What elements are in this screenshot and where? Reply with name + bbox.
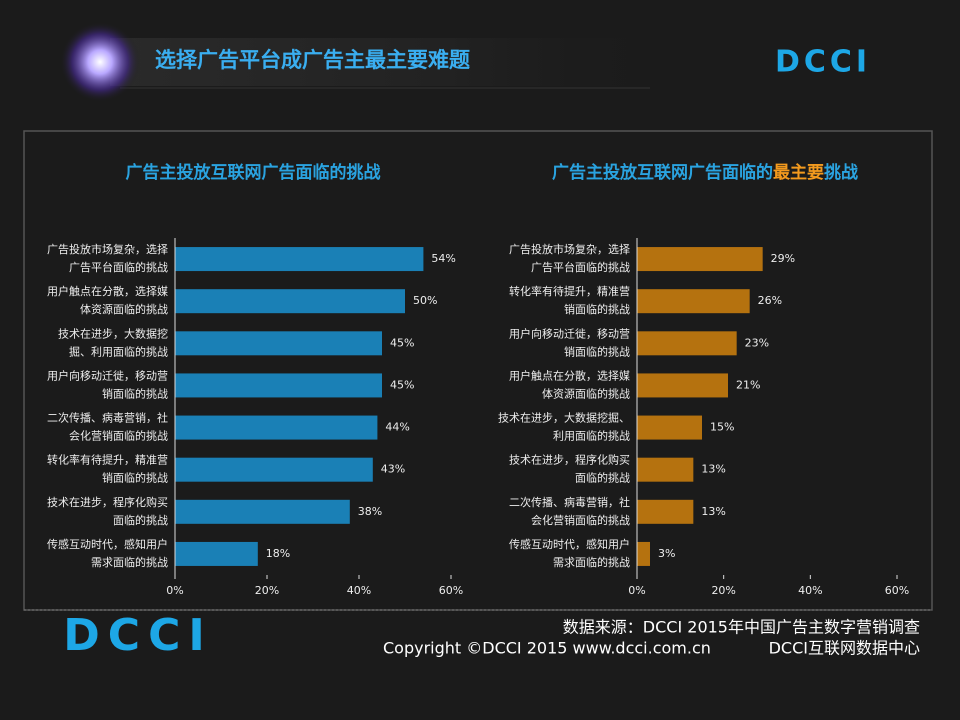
value-label: 44%: [385, 421, 409, 434]
category-label: 销面临的挑战: [102, 386, 168, 400]
category-label: 掘、利用面临的挑战: [69, 344, 168, 358]
category-label: 利用面临的挑战: [553, 429, 630, 443]
category-label: 需求面临的挑战: [553, 555, 630, 569]
category-label: 会化营销面临的挑战: [69, 429, 168, 443]
bar: [175, 541, 258, 566]
value-label: 45%: [390, 336, 414, 349]
category-label: 用户向移动迁徙，移动营: [509, 326, 630, 340]
bar: [637, 457, 694, 482]
category-label: 会化营销面临的挑战: [531, 513, 630, 527]
value-label: 26%: [758, 294, 782, 307]
category-label: 面临的挑战: [575, 471, 630, 485]
bar: [637, 541, 650, 566]
bar: [637, 499, 694, 524]
footer-logo: DCCI: [63, 610, 212, 661]
chart-title: 广告主投放互联网广告面临的挑战: [126, 162, 381, 183]
footer-source: 数据来源：DCCI 2015年中国广告主数字营销调查: [563, 618, 920, 637]
x-tick-label: 0%: [166, 584, 183, 597]
panel: [23, 130, 933, 611]
value-label: 15%: [710, 421, 734, 434]
bar: [175, 331, 382, 356]
x-tick-label: 0%: [628, 584, 645, 597]
bar: [175, 247, 424, 272]
chart-title-part: 广告主投放互联网广告面临的挑战: [126, 162, 381, 183]
header-title: 选择广告平台成广告主最主要难题: [155, 48, 471, 72]
chart-title-part: 广告主投放互联网广告面临的: [552, 162, 773, 183]
bar: [637, 373, 728, 398]
x-tick-label: 20%: [711, 584, 735, 597]
footer-copyright: Copyright ©DCCI 2015 www.dcci.com.cn: [383, 639, 711, 658]
category-label: 转化率有待提升，精准营: [509, 284, 630, 298]
value-label: 13%: [701, 505, 725, 518]
value-label: 43%: [381, 463, 405, 476]
category-label: 技术在进步，大数据挖: [58, 326, 168, 340]
chart-title-part: 最主要: [773, 162, 824, 183]
value-label: 23%: [745, 336, 769, 349]
header-band: [110, 38, 670, 86]
category-label: 技术在进步，大数据挖掘、: [498, 411, 630, 425]
category-label: 广告平台面临的挑战: [69, 260, 168, 274]
bar: [175, 499, 350, 524]
bar: [637, 289, 750, 314]
x-tick-label: 20%: [255, 584, 279, 597]
category-label: 广告平台面临的挑战: [531, 260, 630, 274]
x-tick-label: 60%: [439, 584, 463, 597]
category-label: 销面临的挑战: [102, 471, 168, 485]
bar: [637, 247, 763, 272]
bar: [637, 331, 737, 356]
category-label: 体资源面临的挑战: [542, 386, 630, 400]
chart-title-part: 挑战: [824, 162, 858, 183]
category-label: 广告投放市场复杂，选择: [509, 242, 630, 256]
bar: [175, 457, 373, 482]
category-label: 销面临的挑战: [564, 302, 630, 316]
value-label: 18%: [266, 547, 290, 560]
footer-org: DCCI互联网数据中心: [769, 639, 920, 658]
value-label: 50%: [413, 294, 437, 307]
x-tick-label: 40%: [347, 584, 371, 597]
value-label: 29%: [771, 252, 795, 265]
category-label: 用户向移动迁徙，移动营: [47, 368, 168, 382]
x-tick-label: 40%: [798, 584, 822, 597]
bar: [175, 289, 405, 314]
bar: [637, 415, 702, 440]
category-label: 转化率有待提升，精准营: [47, 453, 168, 467]
chart-title: 广告主投放互联网广告面临的最主要挑战: [552, 162, 858, 183]
category-label: 体资源面临的挑战: [80, 302, 168, 316]
value-label: 3%: [658, 547, 675, 560]
value-label: 54%: [431, 252, 455, 265]
value-label: 38%: [358, 505, 382, 518]
x-tick-label: 60%: [885, 584, 909, 597]
category-label: 广告投放市场复杂，选择: [47, 242, 168, 256]
category-label: 技术在进步，程序化购买: [509, 453, 630, 467]
category-label: 技术在进步，程序化购买: [47, 495, 168, 509]
category-label: 用户触点在分散，选择媒: [47, 284, 168, 298]
category-label: 面临的挑战: [113, 513, 168, 527]
value-label: 45%: [390, 378, 414, 391]
bar: [175, 373, 382, 398]
category-label: 需求面临的挑战: [91, 555, 168, 569]
bar: [175, 415, 378, 440]
category-label: 二次传播、病毒营销，社: [509, 495, 630, 509]
header-orb: [60, 22, 140, 102]
header-logo: DCCI: [775, 45, 871, 80]
category-label: 传感互动时代，感知用户: [509, 537, 630, 551]
value-label: 21%: [736, 378, 760, 391]
category-label: 二次传播、病毒营销，社: [47, 411, 168, 425]
category-label: 销面临的挑战: [564, 344, 630, 358]
value-label: 13%: [701, 463, 725, 476]
category-label: 用户触点在分散，选择媒: [509, 368, 630, 382]
category-label: 传感互动时代，感知用户: [47, 537, 168, 551]
